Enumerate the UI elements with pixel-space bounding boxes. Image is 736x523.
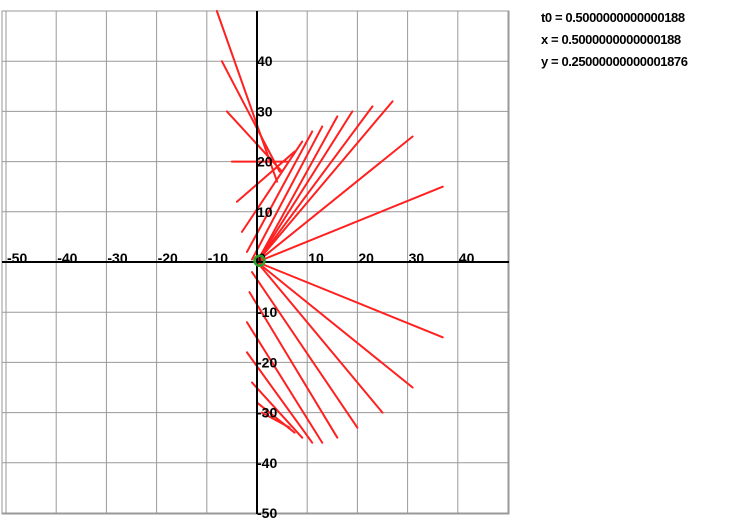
- plot-area[interactable]: -50 -40 -30 -20 -10 0 10 20 30 40 40 30 20 10 -10 -20 -3…: [0, 0, 520, 523]
- series-line: [245, 321, 324, 444]
- readout-t0: t0 = 0.5000000000000188: [541, 10, 685, 25]
- x-tick-label: 0: [258, 250, 266, 266]
- x-tick-label: 40: [459, 250, 475, 266]
- series-line: [256, 261, 414, 389]
- series-line: [240, 140, 304, 233]
- series-line: [220, 60, 281, 173]
- y-tick-label: 30: [257, 103, 273, 119]
- y-tick-label: 40: [257, 53, 273, 69]
- series-line: [235, 150, 296, 203]
- series-line: [250, 125, 324, 261]
- y-tick-label: -50: [257, 505, 277, 521]
- series-line: [261, 411, 291, 429]
- series-line: [256, 115, 339, 263]
- series-line: [256, 261, 384, 414]
- readout-y: y = 0.25000000000001876: [541, 54, 688, 69]
- series-line: [256, 110, 354, 263]
- series-line: [256, 100, 394, 263]
- x-tick-label: -30: [107, 250, 127, 266]
- series-line: [256, 185, 444, 263]
- tick-labels: -50 -40 -30 -20 -10 0 10 20 30 40 40 30 20 10 -10 -20 -3…: [7, 53, 475, 521]
- plot-canvas[interactable]: -50 -40 -30 -20 -10 0 10 20 30 40 40 30 20 10 -10 -20 -3…: [0, 0, 520, 523]
- series-line: [256, 261, 444, 339]
- y-tick-label: -40: [257, 455, 277, 471]
- series-line: [215, 10, 279, 183]
- series-line: [256, 105, 374, 263]
- y-tick-label: 10: [257, 204, 273, 220]
- coordinate-readout: t0 = 0.5000000000000188 x = 0.5000000000…: [541, 10, 688, 76]
- y-tick-label: -10: [257, 304, 277, 320]
- series-line: [256, 135, 414, 263]
- x-tick-label: -10: [208, 250, 228, 266]
- y-tick-label: -20: [257, 354, 277, 370]
- readout-x: x = 0.5000000000000188: [541, 32, 681, 47]
- series-line: [250, 381, 304, 439]
- x-tick-label: 20: [358, 250, 374, 266]
- series-lines: [215, 10, 444, 444]
- x-tick-label: -20: [158, 250, 178, 266]
- x-tick-label: -40: [57, 250, 77, 266]
- series-line: [250, 271, 359, 429]
- y-tick-label: 20: [257, 154, 273, 170]
- x-tick-label: 10: [308, 250, 324, 266]
- point-marker[interactable]: [253, 254, 266, 267]
- x-tick-label: 30: [409, 250, 425, 266]
- x-tick-label: -50: [7, 250, 27, 266]
- y-tick-label: -30: [257, 405, 277, 421]
- series-line: [248, 291, 339, 439]
